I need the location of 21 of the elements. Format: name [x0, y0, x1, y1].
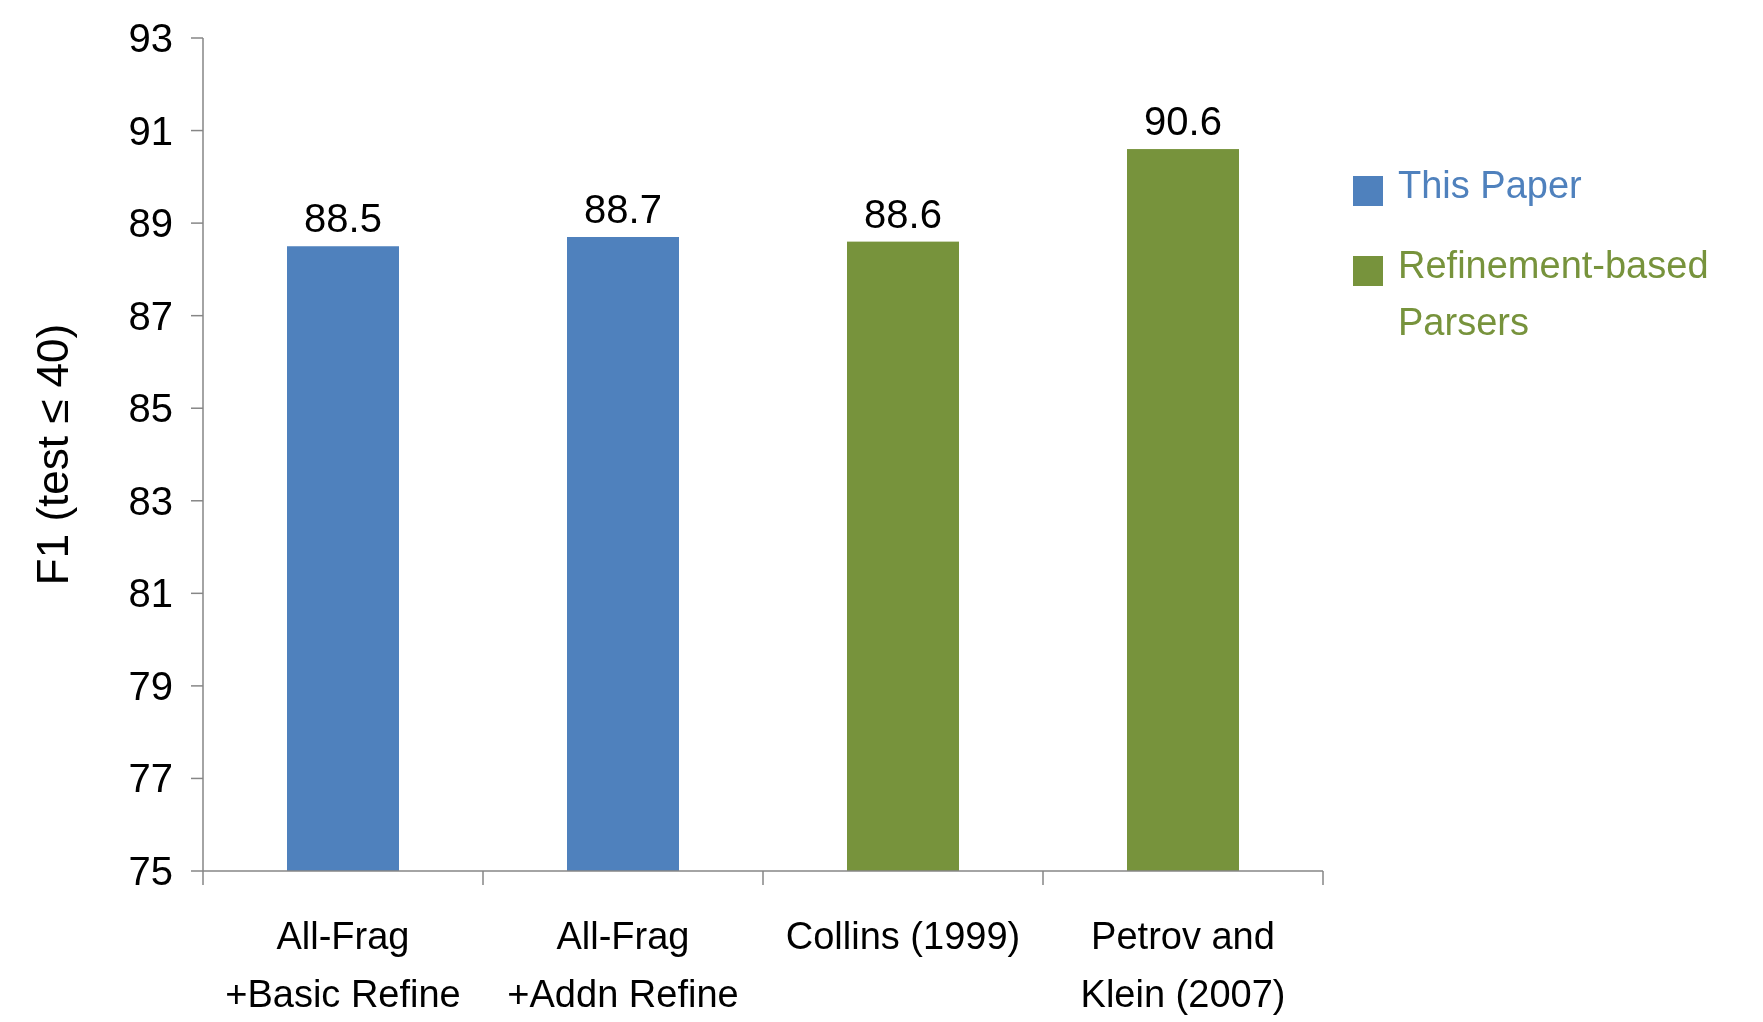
x-tick-label: All-Frag +Addn Refine: [507, 915, 739, 1015]
y-tick-label: 77: [128, 756, 173, 801]
legend-label: This Paper: [1398, 164, 1583, 206]
legend-label: Refinement-based Parsers: [1398, 244, 1709, 343]
x-tick-label: All-Frag +Basic Refine: [225, 915, 461, 1015]
y-axis-title: F1 (test ≤ 40): [28, 323, 77, 586]
y-tick-label: 75: [128, 849, 173, 893]
x-tick-label: Collins (1999): [785, 915, 1021, 957]
data-label: 88.6: [864, 191, 942, 236]
data-label: 90.6: [1144, 99, 1222, 144]
data-label: 88.7: [584, 186, 662, 231]
y-tick-label: 81: [128, 571, 173, 616]
y-tick-label: 93: [128, 16, 173, 60]
x-tick-label: Petrov and Klein (2007): [1080, 915, 1286, 1015]
y-tick-label: 85: [128, 386, 173, 431]
y-tick-label: 83: [128, 478, 173, 523]
y-tick-label: 87: [128, 293, 173, 338]
y-tick-label: 89: [128, 201, 173, 246]
y-tick-label: 79: [128, 663, 173, 708]
y-tick-label: 91: [128, 108, 173, 153]
data-label: 88.5: [304, 196, 382, 241]
